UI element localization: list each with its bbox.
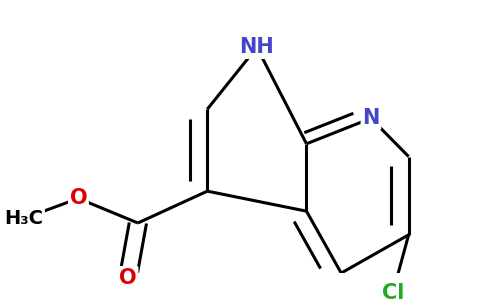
Text: Cl: Cl	[381, 283, 404, 300]
Text: H₃C: H₃C	[4, 209, 44, 228]
Text: N: N	[362, 108, 379, 128]
Text: O: O	[119, 268, 137, 288]
Text: O: O	[70, 188, 87, 208]
Text: NH: NH	[240, 37, 274, 57]
